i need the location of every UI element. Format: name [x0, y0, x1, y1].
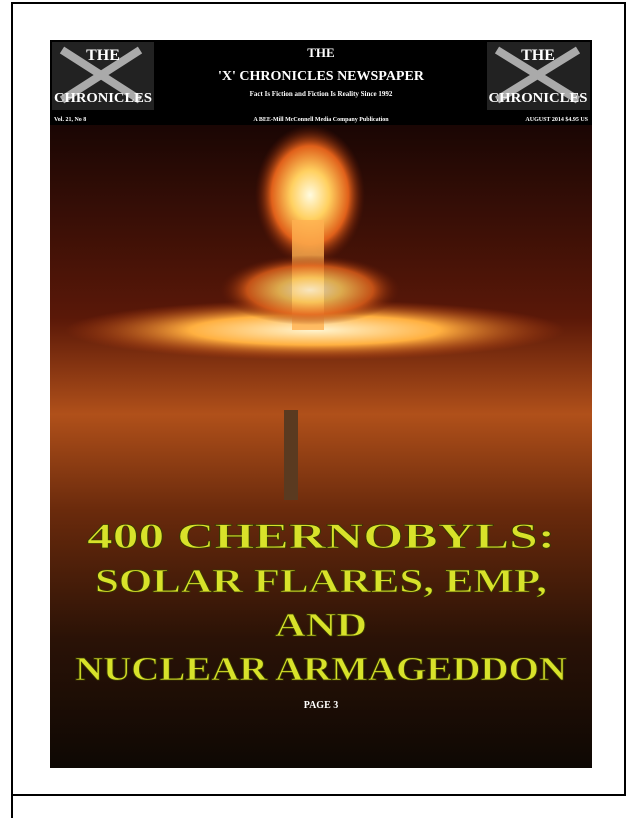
- tagline: Fact Is Fiction and Fiction Is Reality S…: [250, 90, 393, 98]
- newspaper-name: 'X' CHRONICLES NEWSPAPER: [218, 69, 425, 84]
- page-reference: PAGE 3: [304, 700, 339, 711]
- headline-line: 400 CHERNOBYLS:: [87, 516, 555, 556]
- logo-bottom: CHRONICLES: [489, 91, 588, 106]
- headline-line: NUCLEAR ARMAGEDDON: [75, 651, 568, 688]
- logo-left: THE CHRONICLES: [52, 42, 154, 110]
- page: THE CHRONICLES THE CHRONICLES THE 'X' CH…: [0, 0, 635, 818]
- logo-top: THE: [521, 47, 555, 64]
- logo-right: THE CHRONICLES: [487, 42, 590, 110]
- logo-top: THE: [86, 47, 120, 64]
- headline-line: SOLAR FLARES, EMP,: [95, 563, 547, 600]
- publisher: A BEE-Mill McConnell Media Company Publi…: [253, 117, 389, 123]
- issue-date: AUGUST 2014 $4.95 US: [525, 116, 588, 123]
- logo-bottom: CHRONICLES: [54, 91, 152, 106]
- headline-line: AND: [275, 607, 367, 644]
- volume: Vol. 21, No 8: [54, 117, 86, 123]
- masthead-title: THE: [307, 45, 334, 60]
